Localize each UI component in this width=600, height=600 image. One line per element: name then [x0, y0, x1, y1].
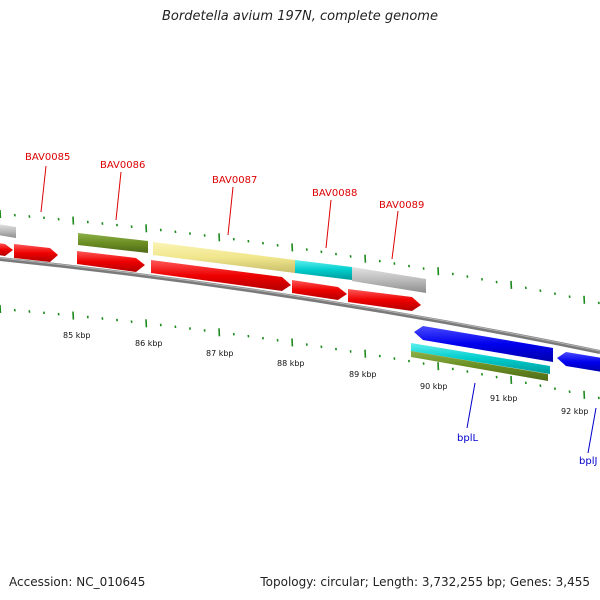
- gene-label-bav0086: BAV0086: [100, 160, 145, 171]
- leader-line-bav0087: [227, 186, 234, 236]
- olive-feature-lower: [411, 351, 548, 381]
- accession-text: Accession: NC_010645: [9, 575, 146, 589]
- leader-line-bav0086: [115, 171, 122, 221]
- khaki-feature-bav0087: [153, 242, 295, 273]
- blue-arrow-bplj: [557, 352, 600, 372]
- scale-label-86kbp: 86 kbp: [135, 339, 163, 348]
- red-arrow-bav0087: [151, 260, 291, 291]
- scale-label-87kbp: 87 kbp: [206, 349, 234, 358]
- red-arrow-gene: [0, 243, 13, 256]
- red-arrow-bav0085: [14, 244, 58, 262]
- red-arrow-bav0088: [292, 280, 347, 300]
- genome-summary-text: Topology: circular; Length: 3,732,255 bp…: [260, 575, 590, 589]
- leader-line-bav0089: [391, 210, 399, 260]
- gene-label-bav0089: BAV0089: [379, 200, 424, 211]
- gene-label-bav0085: BAV0085: [25, 152, 70, 163]
- upper-tick-row: [0, 209, 600, 305]
- genome-backbone-highlight: [0, 257, 600, 352]
- scale-label-89kbp: 89 kbp: [349, 370, 377, 379]
- map-title: Bordetella avium 197N, complete genome: [162, 9, 438, 24]
- cyan-feature-bav0088: [295, 260, 352, 280]
- red-arrow-bav0086: [77, 251, 145, 272]
- scale-label-92kbp: 92 kbp: [561, 407, 589, 416]
- leader-line-bpll: [466, 382, 476, 429]
- blue-arrow-bpll: [414, 326, 553, 362]
- scale-label-90kbp: 90 kbp: [420, 382, 448, 391]
- grey-feature-bav0089: [352, 267, 426, 293]
- genome-backbone: [0, 257, 600, 354]
- gene-label-bpll: bplL: [457, 433, 478, 444]
- red-arrow-bav0089: [348, 289, 421, 311]
- grey-feature-left: [0, 224, 16, 238]
- leader-line-bav0088: [325, 199, 332, 249]
- gene-label-bplj: bplJ: [579, 456, 597, 467]
- scale-label-88kbp: 88 kbp: [277, 359, 305, 368]
- gene-label-bav0088: BAV0088: [312, 188, 357, 199]
- leader-line-bplj: [587, 407, 597, 454]
- scale-label-91kbp: 91 kbp: [490, 394, 518, 403]
- leader-line-bav0085: [40, 165, 47, 213]
- scale-label-85kbp: 85 kbp: [63, 331, 91, 340]
- gene-label-bav0087: BAV0087: [212, 175, 257, 186]
- cyan-feature-lower: [411, 343, 550, 374]
- lower-tick-row: [0, 304, 600, 400]
- olive-feature-bav0086: [78, 233, 148, 253]
